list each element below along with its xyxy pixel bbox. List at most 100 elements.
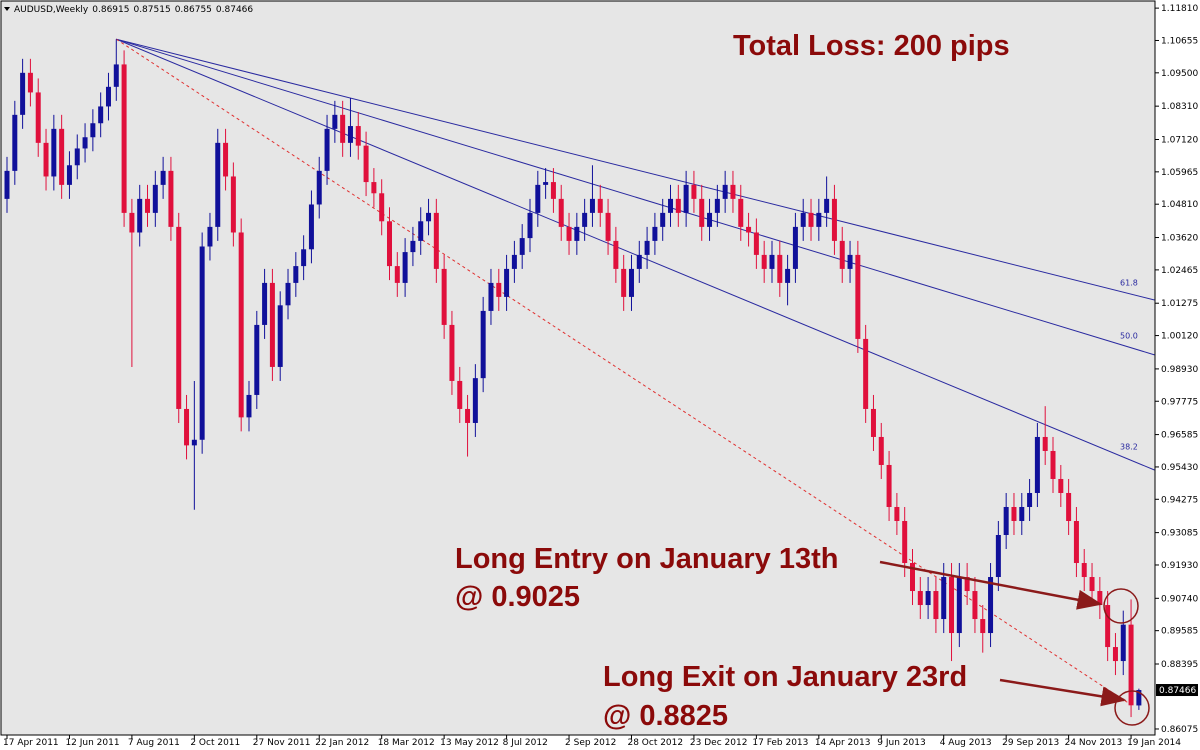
candle-body — [285, 282, 291, 306]
y-tick-label: 1.10655 — [1161, 36, 1198, 46]
candle-body — [660, 212, 666, 227]
y-tick-label: 1.11810 — [1161, 4, 1198, 14]
trend-line — [116, 38, 1132, 706]
candle-body — [371, 182, 377, 194]
candle-body — [457, 380, 463, 409]
candle-body — [870, 408, 876, 437]
candle-body — [738, 198, 744, 227]
candle-body — [855, 254, 861, 339]
candle-body — [168, 170, 174, 227]
candle-body — [410, 240, 416, 253]
candle-body — [831, 198, 837, 241]
candle-body — [722, 184, 728, 199]
fan-line — [116, 38, 1155, 356]
candle-body — [1019, 506, 1025, 521]
candle-body — [621, 268, 627, 297]
candle-body — [121, 64, 127, 213]
candle-body — [98, 106, 104, 124]
fan-label: 50.0 — [1120, 331, 1138, 340]
x-tick-label: 28 Oct 2012 — [627, 738, 683, 748]
candle-body — [199, 246, 205, 440]
candle-body — [1042, 436, 1048, 451]
annotation: @ 0.9025 — [455, 581, 580, 613]
candle-body — [1034, 436, 1040, 493]
arrow — [879, 560, 1103, 610]
y-tick-label: 1.08310 — [1161, 102, 1198, 112]
low: 0.86755 — [175, 5, 212, 15]
candle-body — [707, 212, 713, 227]
x-tick-label: 27 Nov 2011 — [253, 738, 311, 748]
candle-body — [238, 232, 244, 418]
candle-body — [363, 145, 369, 183]
x-tick-label: 4 Aug 2013 — [940, 738, 992, 748]
candle-body — [816, 212, 822, 227]
x-tick-label: 23 Dec 2012 — [690, 738, 748, 748]
header: AUDUSD,Weekly 0.86915 0.87515 0.86755 0.8746… — [14, 5, 253, 15]
candle-body — [4, 170, 10, 199]
candle-body — [527, 212, 533, 239]
candle-body — [535, 184, 541, 213]
x-tick-label: 17 Apr 2011 — [3, 738, 59, 748]
candle-body — [12, 114, 18, 171]
candle-body — [777, 254, 783, 283]
x-tick-label: 18 Mar 2012 — [378, 738, 435, 748]
candle-body — [496, 282, 502, 297]
candle-body — [761, 254, 767, 269]
candle-body — [1128, 624, 1134, 706]
annotation: Long Entry on January 13th — [455, 543, 839, 575]
candle-body — [543, 182, 549, 185]
x-tick-label: 22 Jan 2012 — [315, 738, 369, 748]
candle-body — [347, 126, 353, 143]
candle-body — [74, 148, 80, 166]
candle-body — [995, 535, 1001, 578]
candle-body — [980, 619, 986, 634]
candle-body — [129, 212, 135, 233]
candle-body — [511, 254, 517, 269]
candle-body — [277, 305, 283, 367]
candle-body — [808, 212, 814, 227]
candle-body — [847, 254, 853, 269]
candle-body — [301, 249, 307, 267]
candle-body — [316, 170, 322, 205]
candle-body — [1105, 605, 1111, 648]
x-tick-label: 2 Sep 2012 — [565, 738, 616, 748]
candle-body — [82, 137, 88, 149]
candle-body — [886, 464, 892, 507]
candle-body — [675, 198, 681, 213]
x-tick-label: 29 Sep 2013 — [1002, 738, 1059, 748]
candle-body — [160, 170, 166, 185]
x-tick-label: 9 Jun 2013 — [877, 738, 925, 748]
candle-body — [43, 142, 49, 177]
candle-body — [66, 165, 72, 185]
candle-body — [941, 577, 947, 620]
candle-body — [1089, 577, 1095, 592]
candle-body — [1058, 478, 1064, 493]
candle-body — [402, 252, 408, 283]
candle-body — [152, 184, 158, 213]
price-label: 0.87466 — [1159, 686, 1196, 696]
candle-body — [589, 198, 595, 213]
y-tick-label: 0.93085 — [1161, 529, 1198, 539]
candle-body — [964, 577, 970, 592]
candle-body — [863, 338, 869, 409]
candle-body — [1011, 506, 1017, 521]
price-box — [1156, 684, 1198, 697]
candle-body — [308, 204, 314, 250]
candle-body — [644, 240, 650, 255]
candle-body — [972, 591, 978, 620]
candle-body — [426, 212, 432, 222]
menu-arrow — [4, 7, 10, 11]
y-tick-label: 0.89585 — [1161, 627, 1198, 637]
x-tick-label: 17 Feb 2013 — [752, 738, 808, 748]
candle-body — [223, 142, 229, 177]
candle-body — [1120, 624, 1126, 662]
candle-body — [956, 577, 962, 634]
candle-body — [20, 72, 26, 115]
candle-body — [652, 226, 658, 241]
candle-body — [878, 436, 884, 465]
candle-body — [753, 232, 759, 255]
candle-body — [730, 184, 736, 199]
y-tick-label: 0.88395 — [1161, 660, 1198, 670]
y-tick-label: 0.95430 — [1161, 463, 1198, 473]
symbol: AUDUSD,Weekly — [14, 5, 89, 15]
